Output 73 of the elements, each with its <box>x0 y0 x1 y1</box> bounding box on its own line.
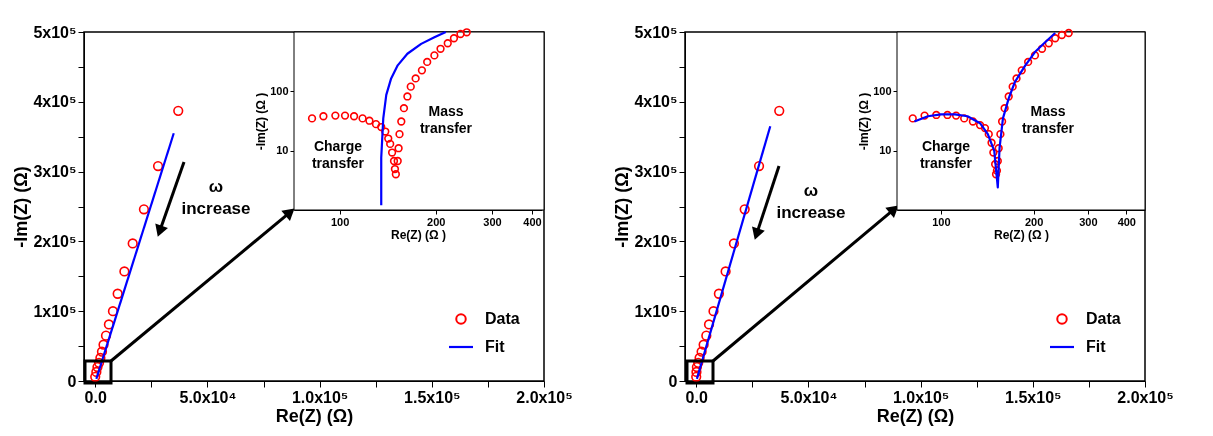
y-tick-label: 4x10⁵ <box>634 93 678 111</box>
annotation: Mass transfer <box>419 103 473 136</box>
x-tick-label: 2.0x10⁵ <box>1117 388 1174 406</box>
point <box>698 339 709 350</box>
y-tick-label: 3x10⁵ <box>33 163 77 181</box>
x-tick-label: 2.0x10⁵ <box>516 388 573 406</box>
annotation: Charge transfer <box>311 138 365 171</box>
annotation: Mass transfer <box>1021 103 1075 136</box>
y-tick-label: 1x10⁵ <box>634 302 678 320</box>
y-tick-label: 3x10⁵ <box>634 163 678 181</box>
point <box>739 204 750 215</box>
annotation: ω increase <box>776 181 846 222</box>
y-tick-label: 4x10⁵ <box>33 93 77 111</box>
y-tick-label: 2x10⁵ <box>634 232 678 250</box>
point <box>701 330 712 341</box>
x-tick-label: 200 <box>1024 215 1044 228</box>
x-axis-title: Re(Z) (Ω ) <box>994 227 1049 242</box>
x-tick-label: 300 <box>1079 215 1098 228</box>
point <box>708 306 719 317</box>
y-tick-label: 1x10⁵ <box>33 302 77 320</box>
point <box>96 346 108 357</box>
x-axis-title: Re(Z) (Ω ) <box>391 227 446 242</box>
point <box>138 204 150 215</box>
point <box>98 339 109 350</box>
legend-label: Data <box>485 310 520 327</box>
x-tick-label: 1.0x10⁵ <box>291 388 349 406</box>
y-axis-title: -Im(Z) (Ω ) <box>254 92 269 151</box>
y-tick-label: 5x10⁵ <box>33 23 77 41</box>
point <box>107 306 119 317</box>
point <box>693 357 704 368</box>
point <box>696 346 707 357</box>
point <box>119 266 130 277</box>
y-tick-label: 10 <box>879 144 892 157</box>
point <box>173 105 184 116</box>
point <box>774 105 785 116</box>
point <box>720 266 731 277</box>
x-tick-label: 5.0x10⁴ <box>179 388 237 406</box>
y-axis-title: -Im(Z) (Ω) <box>11 166 32 248</box>
x-tick-label: 1.0x10⁵ <box>892 388 950 406</box>
x-tick-label: 0.0 <box>685 388 708 406</box>
point <box>127 238 138 249</box>
y-tick-label: 0 <box>668 372 678 390</box>
annotation: Charge transfer <box>919 138 973 171</box>
y-axis-title: -Im(Z) (Ω) <box>612 166 633 248</box>
x-axis-title: Re(Z) (Ω) <box>876 405 955 426</box>
x-axis-title: Re(Z) (Ω) <box>275 405 354 426</box>
point <box>753 160 765 172</box>
point <box>103 319 115 330</box>
legend-label: Fit <box>485 338 506 355</box>
point <box>713 288 725 299</box>
point <box>152 160 164 172</box>
x-tick-label: 5.0x10⁴ <box>780 388 838 406</box>
point <box>728 238 740 249</box>
y-tick-label: 5x10⁵ <box>634 23 678 41</box>
y-tick-label: 10 <box>276 144 289 157</box>
legend-label: Fit <box>1086 338 1107 355</box>
x-tick-label: 300 <box>483 215 502 228</box>
point <box>93 357 105 368</box>
annotation: ω increase <box>181 177 251 218</box>
x-tick-label: 400 <box>1117 215 1136 228</box>
x-tick-label: 100 <box>330 215 350 228</box>
y-tick-label: 0 <box>67 372 77 390</box>
x-tick-label: 400 <box>523 215 542 228</box>
x-tick-label: 1.5x10⁵ <box>1005 388 1062 406</box>
y-axis-title: -Im(Z) (Ω ) <box>857 92 872 151</box>
x-tick-label: 100 <box>932 215 951 228</box>
x-tick-label: 0.0 <box>84 388 107 406</box>
point <box>112 288 123 299</box>
x-tick-label: 1.5x10⁵ <box>404 388 461 406</box>
y-tick-label: 2x10⁵ <box>33 232 77 250</box>
point <box>703 319 715 330</box>
legend-label: Data <box>1086 310 1121 327</box>
x-tick-label: 200 <box>427 215 446 228</box>
